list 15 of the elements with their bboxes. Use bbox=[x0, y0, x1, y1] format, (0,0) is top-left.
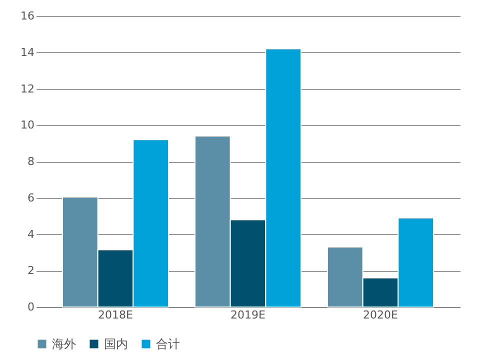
x-tick-label: 2019E bbox=[230, 308, 266, 322]
y-tick-label: 16 bbox=[20, 10, 34, 22]
x-tick-label: 2018E bbox=[98, 308, 134, 322]
legend-label: 合计 bbox=[156, 337, 180, 351]
y-tick-label: 4 bbox=[28, 228, 34, 241]
legend-label: 海外 bbox=[52, 337, 76, 351]
x-tick-label: 2020E bbox=[363, 308, 398, 322]
y-tick-label: 2 bbox=[28, 264, 34, 278]
y-tick-label: 8 bbox=[28, 155, 34, 168]
legend-label: 国内 bbox=[104, 337, 128, 351]
y-tick-label: 12 bbox=[20, 82, 34, 96]
y-tick-label: 0 bbox=[28, 300, 34, 314]
y-tick-label: 14 bbox=[20, 46, 34, 59]
y-tick-label: 10 bbox=[20, 118, 34, 132]
y-tick-label: 6 bbox=[28, 191, 34, 204]
